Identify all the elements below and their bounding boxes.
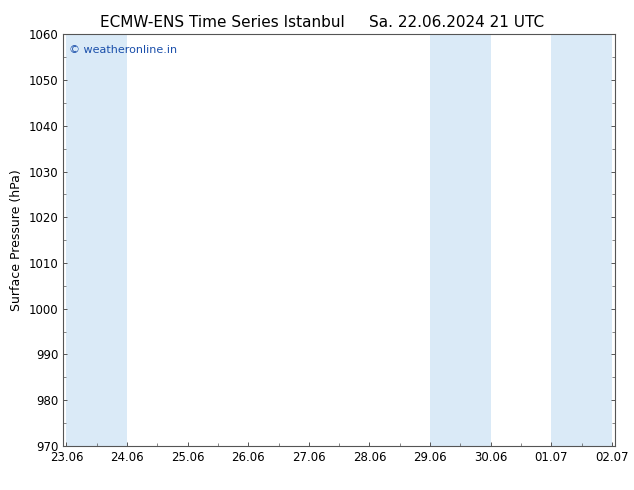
Text: ECMW-ENS Time Series Istanbul: ECMW-ENS Time Series Istanbul	[100, 15, 344, 30]
Bar	[67, 34, 127, 446]
Bar	[552, 34, 612, 446]
Text: © weatheronline.in: © weatheronline.in	[69, 45, 177, 54]
Bar	[430, 34, 491, 446]
Text: Sa. 22.06.2024 21 UTC: Sa. 22.06.2024 21 UTC	[369, 15, 544, 30]
Y-axis label: Surface Pressure (hPa): Surface Pressure (hPa)	[10, 169, 23, 311]
